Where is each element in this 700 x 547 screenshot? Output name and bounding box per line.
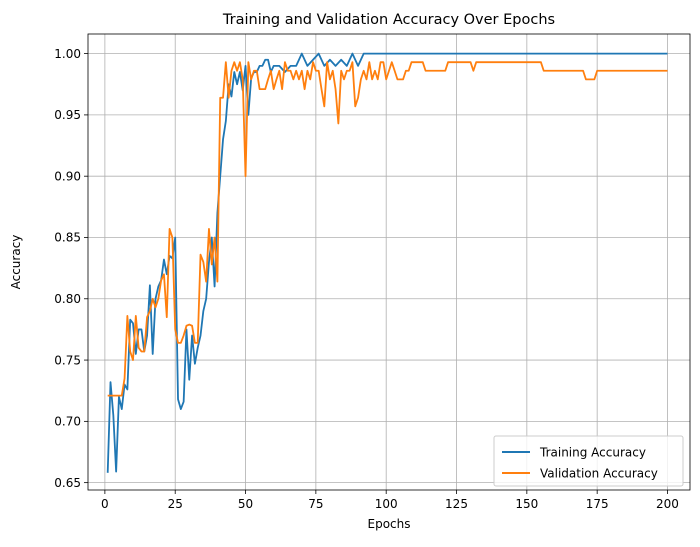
x-tick-label: 25 — [168, 497, 183, 511]
x-tick-label: 200 — [656, 497, 679, 511]
y-tick-label: 0.85 — [54, 231, 81, 245]
y-tick-label: 1.00 — [54, 47, 81, 61]
plot-area-frame — [87, 33, 691, 491]
y-tick-label: 0.95 — [54, 108, 81, 122]
y-tick-label: 0.75 — [54, 353, 81, 367]
y-tick-label: 0.65 — [54, 476, 81, 490]
legend: Training Accuracy Validation Accuracy — [493, 435, 684, 487]
x-tick-label: 100 — [375, 497, 398, 511]
y-tick-label: 0.90 — [54, 169, 81, 183]
y-axis-ticks: 0.65 0.70 0.75 0.80 0.85 0.90 0.95 1.00 — [54, 47, 88, 490]
x-tick-label: 175 — [586, 497, 609, 511]
validation-accuracy-line — [107, 61, 668, 397]
x-tick-label: 75 — [308, 497, 323, 511]
legend-label-training: Training Accuracy — [539, 446, 646, 460]
x-tick-label: 125 — [445, 497, 468, 511]
legend-label-validation: Validation Accuracy — [540, 467, 658, 481]
x-tick-label: 150 — [515, 497, 538, 511]
legend-box — [493, 435, 684, 487]
series-layer — [106, 52, 668, 473]
chart-title: Training and Validation Accuracy Over Ep… — [222, 12, 555, 28]
x-axis-label: Epochs — [368, 517, 411, 531]
y-tick-label: 0.80 — [54, 292, 81, 306]
y-tick-label: 0.70 — [54, 415, 81, 429]
x-axis-ticks: 0 25 50 75 100 125 150 175 200 — [101, 490, 679, 511]
y-axis-label: Accuracy — [9, 235, 23, 290]
x-tick-label: 0 — [101, 497, 109, 511]
x-tick-label: 50 — [238, 497, 253, 511]
